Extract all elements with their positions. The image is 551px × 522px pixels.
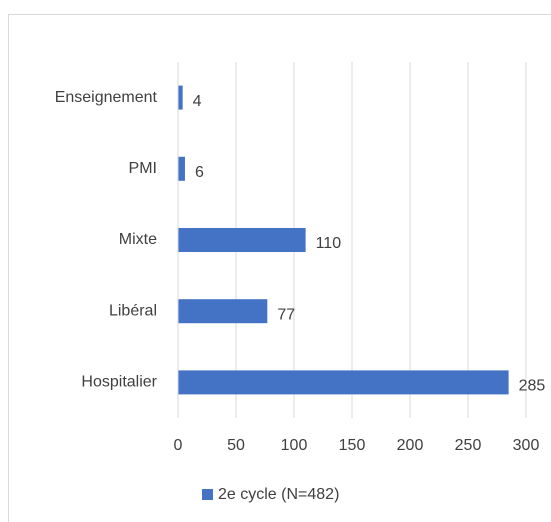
x-tick-label: 300 (513, 437, 540, 454)
legend-swatch (202, 489, 213, 500)
data-label: 6 (195, 164, 204, 181)
x-tick-label: 0 (174, 437, 183, 454)
x-tick-label: 100 (281, 437, 308, 454)
bar (178, 85, 183, 110)
y-tick-label: Enseignement (55, 89, 158, 106)
y-tick-label: Mixte (119, 231, 157, 248)
x-tick-label: 50 (227, 437, 245, 454)
data-label: 4 (193, 93, 202, 110)
data-label: 285 (519, 378, 546, 395)
x-tick-label: 150 (339, 437, 366, 454)
data-label: 77 (277, 306, 295, 323)
y-tick-label: PMI (129, 160, 157, 177)
bar (178, 156, 185, 181)
bar (178, 370, 509, 395)
bar (178, 228, 306, 252)
y-tick-label: Hospitalier (81, 374, 157, 391)
y-tick-label: Libéral (109, 302, 157, 319)
x-tick-label: 250 (455, 437, 482, 454)
x-tick-label: 200 (397, 437, 424, 454)
bar (178, 299, 268, 324)
legend-label: 2e cycle (N=482) (218, 486, 339, 503)
data-label: 110 (316, 235, 342, 252)
